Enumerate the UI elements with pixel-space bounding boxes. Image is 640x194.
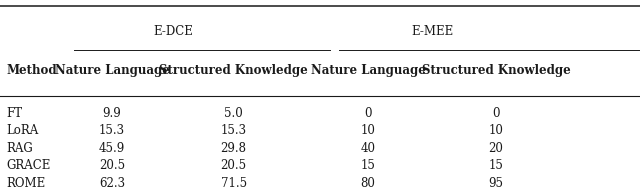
Text: 15: 15 bbox=[488, 159, 504, 172]
Text: Nature Language: Nature Language bbox=[54, 64, 170, 77]
Text: LoRA: LoRA bbox=[6, 124, 38, 138]
Text: 80: 80 bbox=[360, 177, 376, 190]
Text: 45.9: 45.9 bbox=[99, 142, 125, 155]
Text: 15.3: 15.3 bbox=[221, 124, 246, 138]
Text: E-MEE: E-MEE bbox=[411, 24, 453, 38]
Text: 40: 40 bbox=[360, 142, 376, 155]
Text: ROME: ROME bbox=[6, 177, 45, 190]
Text: 15: 15 bbox=[360, 159, 376, 172]
Text: 0: 0 bbox=[364, 107, 372, 120]
Text: 20: 20 bbox=[488, 142, 504, 155]
Text: 5.0: 5.0 bbox=[224, 107, 243, 120]
Text: Structured Knowledge: Structured Knowledge bbox=[422, 64, 570, 77]
Text: Structured Knowledge: Structured Knowledge bbox=[159, 64, 308, 77]
Text: 9.9: 9.9 bbox=[102, 107, 122, 120]
Text: 20.5: 20.5 bbox=[221, 159, 246, 172]
Text: 20.5: 20.5 bbox=[99, 159, 125, 172]
Text: 15.3: 15.3 bbox=[99, 124, 125, 138]
Text: GRACE: GRACE bbox=[6, 159, 51, 172]
Text: 29.8: 29.8 bbox=[221, 142, 246, 155]
Text: 71.5: 71.5 bbox=[221, 177, 246, 190]
Text: RAG: RAG bbox=[6, 142, 33, 155]
Text: 95: 95 bbox=[488, 177, 504, 190]
Text: FT: FT bbox=[6, 107, 22, 120]
Text: E-DCE: E-DCE bbox=[153, 24, 193, 38]
Text: 10: 10 bbox=[360, 124, 376, 138]
Text: 62.3: 62.3 bbox=[99, 177, 125, 190]
Text: 10: 10 bbox=[488, 124, 504, 138]
Text: 0: 0 bbox=[492, 107, 500, 120]
Text: Method: Method bbox=[6, 64, 57, 77]
Text: Nature Language: Nature Language bbox=[310, 64, 426, 77]
